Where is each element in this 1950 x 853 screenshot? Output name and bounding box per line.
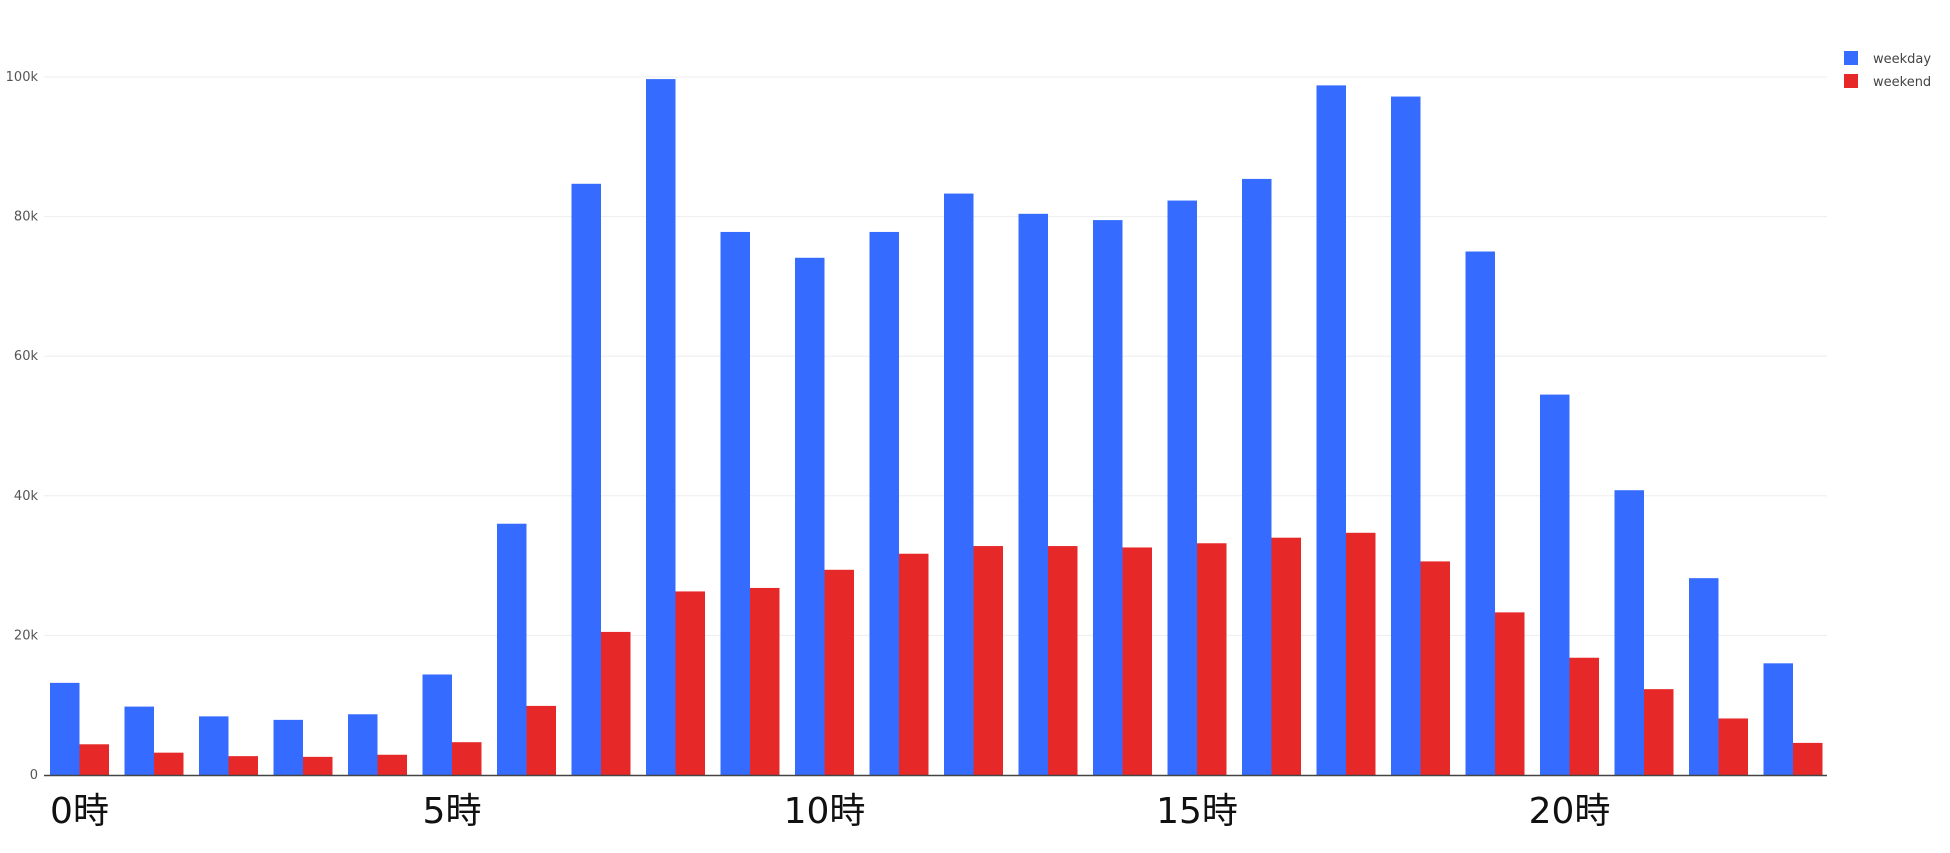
bar-weekday-6 bbox=[497, 523, 527, 775]
legend-label-weekday: weekday bbox=[1873, 52, 1931, 67]
x-tick-label: 20時 bbox=[1529, 791, 1611, 832]
bar-weekend-23 bbox=[1793, 742, 1823, 775]
y-tick-label: 20k bbox=[14, 628, 39, 643]
bar-weekday-5 bbox=[422, 674, 452, 775]
x-tick-label: 15時 bbox=[1156, 791, 1238, 832]
bar-weekend-14 bbox=[1122, 547, 1152, 775]
bar-weekend-10 bbox=[824, 569, 854, 775]
bar-weekday-13 bbox=[1018, 213, 1048, 776]
bar-weekday-22 bbox=[1689, 578, 1719, 775]
bar-weekday-1 bbox=[124, 706, 154, 775]
y-tick-label: 60k bbox=[14, 349, 39, 364]
bar-weekend-12 bbox=[973, 546, 1003, 775]
bar-weekday-11 bbox=[869, 231, 899, 775]
legend-label-weekend: weekend bbox=[1873, 75, 1931, 90]
legend-swatch-weekday bbox=[1844, 51, 1858, 65]
bar-weekend-11 bbox=[899, 553, 929, 775]
legend-swatch-weekend bbox=[1844, 74, 1858, 88]
y-tick-label: 40k bbox=[14, 489, 39, 504]
bar-weekday-2 bbox=[199, 716, 229, 775]
bar-weekday-12 bbox=[944, 193, 974, 776]
bar-weekend-17 bbox=[1346, 532, 1376, 775]
bar-weekend-7 bbox=[601, 631, 631, 775]
x-tick-label: 5時 bbox=[423, 791, 482, 832]
bar-weekend-20 bbox=[1569, 657, 1599, 775]
bar-weekend-3 bbox=[303, 756, 333, 775]
legend: weekday weekend bbox=[1844, 51, 1931, 90]
y-tick-label: 0 bbox=[30, 768, 38, 783]
bar-weekend-4 bbox=[377, 754, 407, 775]
axes: 0 20k 40k 60k 80k 100k 0時 5時 10時 15時 20時 bbox=[6, 70, 1827, 832]
bar-weekday-21 bbox=[1614, 490, 1644, 775]
bar-weekday-14 bbox=[1093, 220, 1123, 776]
bar-weekday-19 bbox=[1465, 251, 1495, 775]
x-tick-label: 0時 bbox=[50, 791, 109, 832]
bar-weekend-6 bbox=[526, 705, 556, 775]
bar-weekend-16 bbox=[1271, 537, 1301, 775]
bar-weekday-4 bbox=[348, 714, 378, 775]
bar-weekday-15 bbox=[1167, 200, 1197, 775]
bars bbox=[50, 79, 1823, 776]
bar-weekend-9 bbox=[750, 587, 780, 775]
bar-weekend-13 bbox=[1048, 546, 1078, 775]
y-tick-label: 100k bbox=[6, 70, 39, 85]
bar-weekend-0 bbox=[79, 744, 109, 775]
bar-weekday-17 bbox=[1316, 85, 1346, 776]
bar-weekend-2 bbox=[228, 756, 258, 775]
bar-weekday-18 bbox=[1391, 96, 1421, 775]
bar-weekend-18 bbox=[1420, 561, 1450, 775]
bar-weekend-5 bbox=[452, 742, 482, 775]
x-tick-label: 10時 bbox=[784, 791, 866, 832]
bar-weekend-15 bbox=[1197, 543, 1227, 775]
bar-weekday-3 bbox=[273, 719, 303, 775]
bar-weekend-21 bbox=[1644, 689, 1674, 775]
bar-weekday-20 bbox=[1540, 394, 1570, 775]
bar-weekday-23 bbox=[1763, 663, 1793, 775]
bar-weekend-8 bbox=[675, 591, 705, 775]
bar-weekday-16 bbox=[1242, 178, 1272, 775]
bar-weekend-1 bbox=[154, 752, 184, 775]
bar-weekday-9 bbox=[720, 231, 750, 775]
y-tick-label: 80k bbox=[14, 210, 39, 225]
gridlines bbox=[44, 76, 1827, 636]
bar-weekday-7 bbox=[571, 183, 601, 775]
bar-weekday-8 bbox=[646, 79, 676, 776]
bar-weekday-10 bbox=[795, 257, 825, 776]
bar-weekday-0 bbox=[50, 682, 80, 775]
bar-weekend-19 bbox=[1495, 612, 1525, 775]
bar-weekend-22 bbox=[1718, 718, 1748, 775]
